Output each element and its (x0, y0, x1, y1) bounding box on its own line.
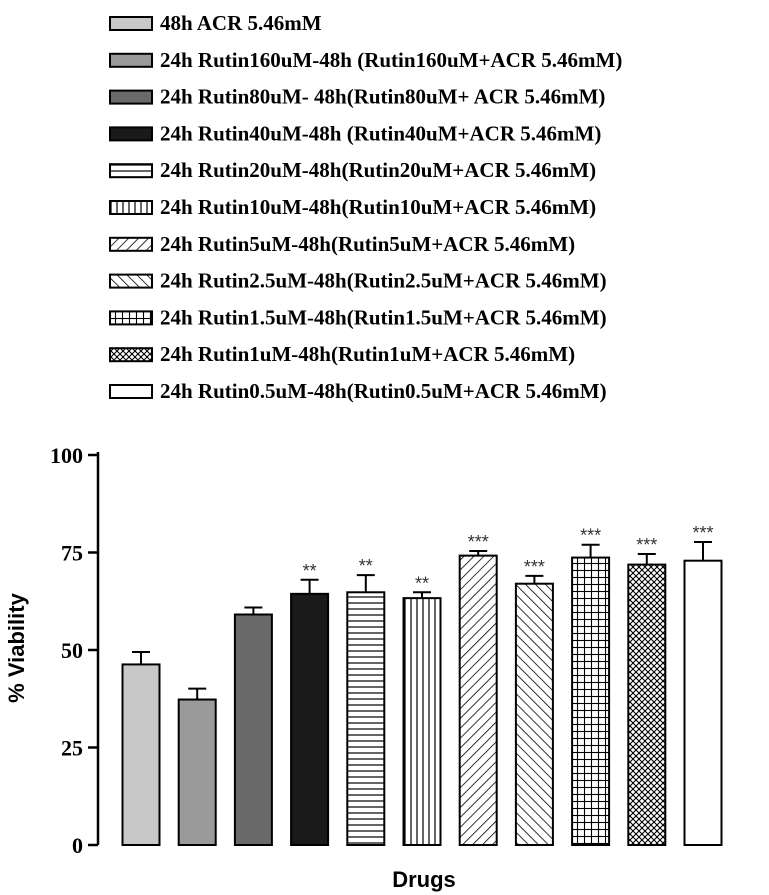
legend-swatch (109, 273, 153, 289)
legend-label: 24h Rutin2.5uM-48h(Rutin2.5uM+ACR 5.46mM… (160, 269, 607, 293)
bars: ** ************* ****** (121, 523, 723, 847)
bar (346, 591, 386, 847)
legend-swatch (109, 310, 153, 326)
legend-label: 24h Rutin5uM-48h(Rutin5uM+ACR 5.46mM) (160, 232, 575, 256)
legend-swatch (109, 347, 153, 363)
legend-swatch (109, 236, 153, 252)
significance-label: ** (359, 556, 373, 576)
y-axis-label: % Viability (4, 592, 29, 702)
bar (458, 554, 498, 846)
legend-label: 48h ACR 5.46mM (160, 11, 322, 35)
legend-label: 24h Rutin1uM-48h(Rutin1uM+ACR 5.46mM) (160, 342, 575, 366)
bar (233, 613, 273, 847)
significance-label: *** (692, 523, 713, 543)
bar (683, 559, 723, 846)
legend-swatch (109, 126, 153, 142)
bar (290, 592, 330, 847)
significance-label: *** (636, 535, 657, 555)
bar (514, 582, 554, 846)
legend-label: 24h Rutin1.5uM-48h(Rutin1.5uM+ACR 5.46mM… (160, 305, 607, 329)
y-tick-label: 100 (50, 443, 83, 468)
legend-swatch (109, 89, 153, 105)
y-tick-label: 25 (61, 736, 83, 761)
legend-label: 24h Rutin80uM- 48h(Rutin80uM+ ACR 5.46mM… (160, 85, 605, 109)
bar (402, 597, 442, 846)
legend: 48h ACR 5.46mM 24h Rutin160uM-48h (Rutin1… (109, 11, 622, 403)
y-tick-label: 50 (61, 638, 83, 663)
bar (177, 698, 217, 847)
significance-label: *** (468, 532, 489, 552)
legend-label: 24h Rutin0.5uM-48h(Rutin0.5uM+ACR 5.46mM… (160, 379, 607, 403)
y-ticks: 0 25 50 75 100 (50, 443, 98, 858)
legend-swatch (109, 163, 153, 179)
legend-label: 24h Rutin40uM-48h (Rutin40uM+ACR 5.46mM) (160, 121, 601, 145)
legend-swatch (109, 16, 153, 31)
legend-swatch (109, 200, 153, 215)
bar (571, 556, 611, 846)
significance-label: ** (415, 573, 429, 593)
bar (121, 663, 161, 846)
legend-label: 24h Rutin20uM-48h(Rutin20uM+ACR 5.46mM) (160, 158, 596, 182)
x-axis-label: Drugs (392, 867, 456, 892)
significance-label: ** (303, 561, 317, 581)
legend-label: 24h Rutin10uM-48h(Rutin10uM+ACR 5.46mM) (160, 195, 596, 219)
significance-label: *** (524, 557, 545, 577)
legend-label: 24h Rutin160uM-48h (Rutin160uM+ACR 5.46m… (160, 48, 622, 72)
y-tick-label: 75 (61, 541, 83, 566)
legend-swatch (109, 52, 153, 68)
significance-label: *** (580, 526, 601, 546)
y-tick-label: 0 (72, 833, 83, 858)
legend-swatch (109, 384, 153, 399)
bar (627, 563, 667, 847)
